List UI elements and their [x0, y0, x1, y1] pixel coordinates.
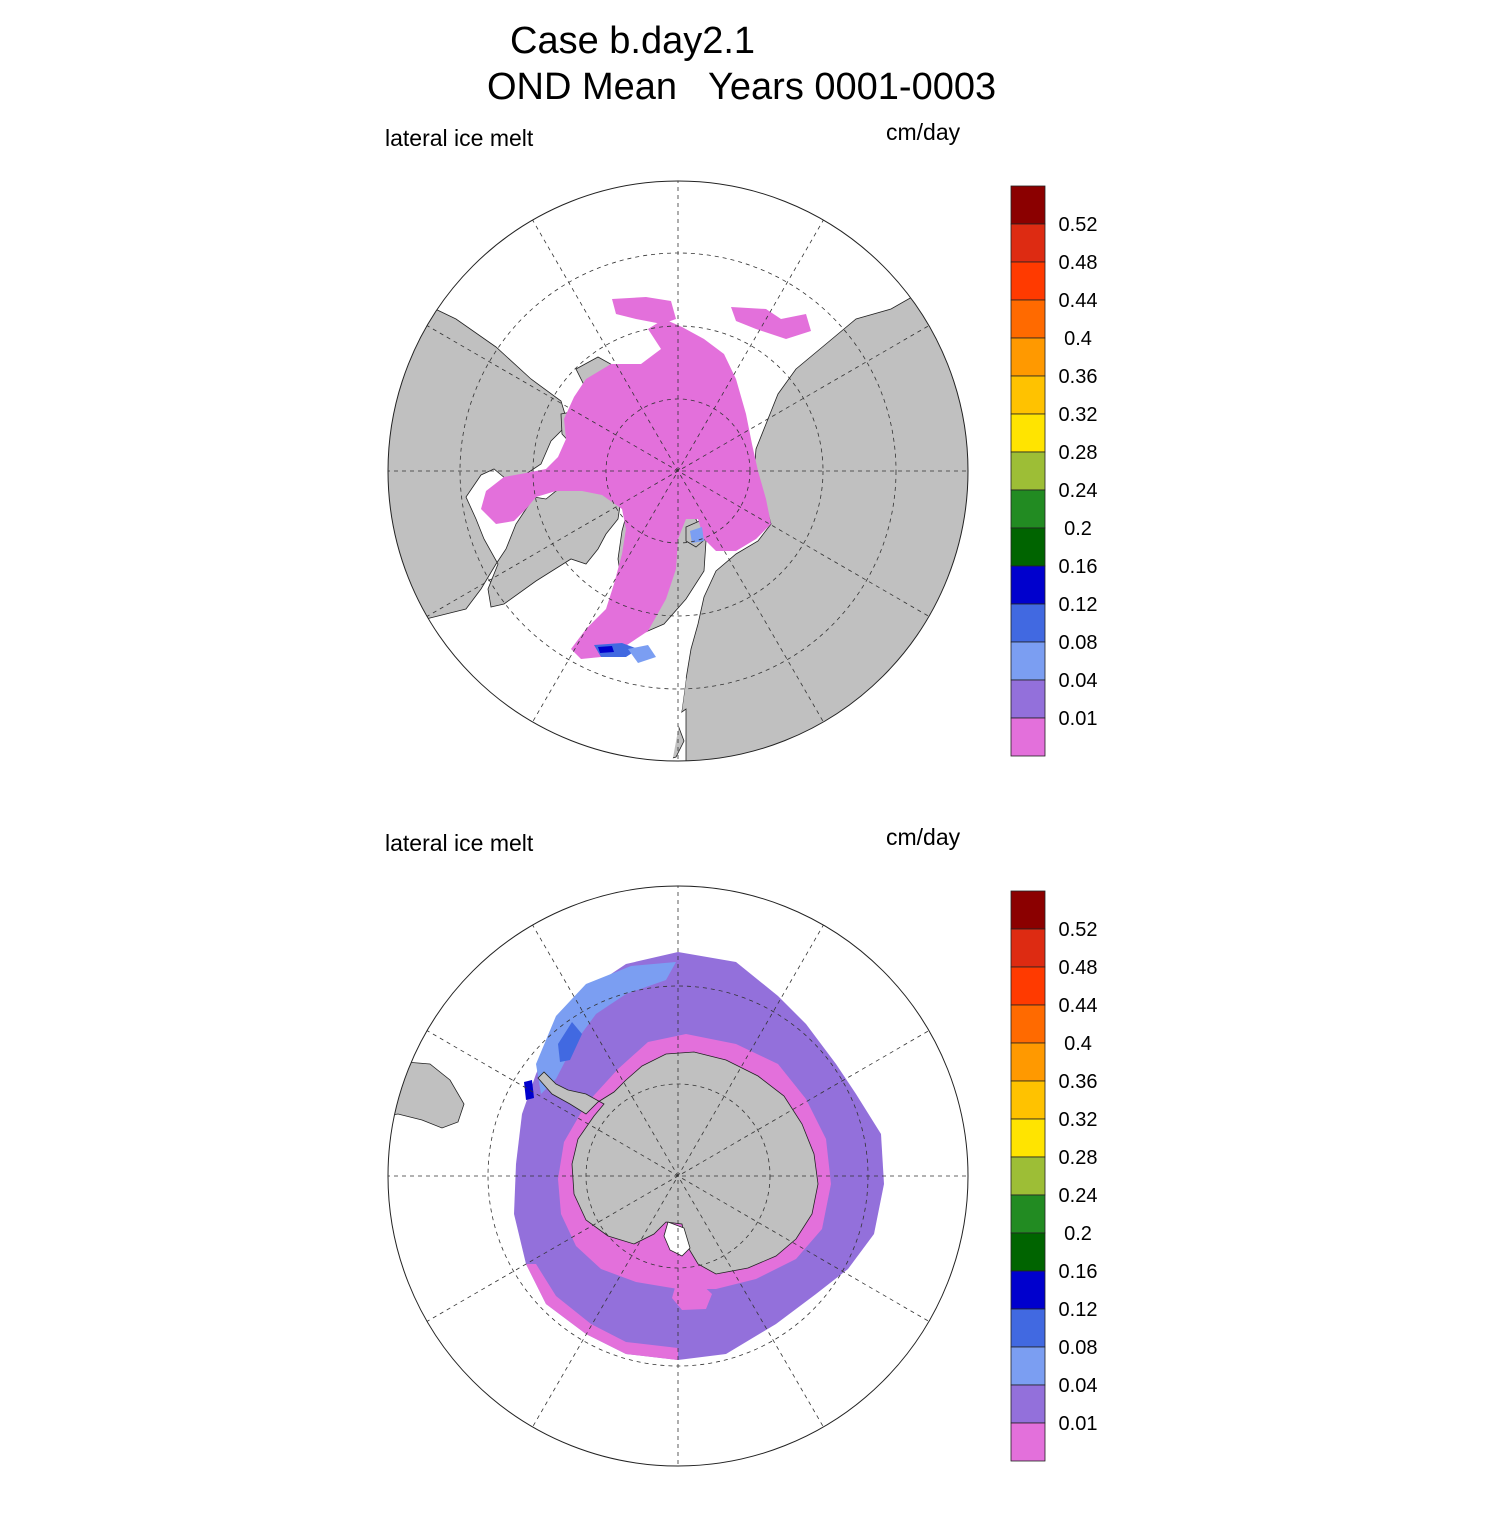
colorbar-swatch [1010, 679, 1046, 719]
colorbar-swatch [1010, 966, 1046, 1006]
colorbar-swatches [1010, 185, 1046, 757]
colorbar-swatch [1010, 641, 1046, 681]
colorbar-level-label: 0.36 [1059, 1071, 1098, 1093]
denmark-strait-melt [628, 645, 656, 663]
colorbar-labels: 0.52 0.48 0.44 0.4 0.36 0.32 0.28 0.24 0.2 0.16 0.… [1059, 919, 1098, 1435]
colorbar-swatch [1010, 1042, 1046, 1082]
colorbar-level-label: 0.4 [1064, 1033, 1092, 1055]
colorbar-level-label: 0.16 [1059, 556, 1098, 578]
colorbar-level-label: 0.12 [1059, 1299, 1098, 1321]
colorbar-swatch [1010, 717, 1046, 757]
colorbar-swatch [1010, 1118, 1046, 1158]
colorbar-swatch [1010, 1156, 1046, 1196]
colorbar: 0.52 0.48 0.44 0.4 0.36 0.32 0.28 0.24 0.2 0.16 0.… [1010, 890, 1098, 1462]
colorbar-swatch [1010, 928, 1046, 968]
colorbar-level-label: 0.44 [1059, 995, 1098, 1017]
colorbar-swatch [1010, 1080, 1046, 1120]
colorbar-swatch [1010, 451, 1046, 491]
colorbar-swatch [1010, 565, 1046, 605]
north-polar-map [387, 180, 969, 762]
okhotsk-sea-ice-melt [731, 307, 811, 339]
colorbar-swatch [1010, 603, 1046, 643]
plot-title-period: OND Mean Years 0001-0003 [487, 66, 997, 108]
labrador-melt-peak [598, 646, 614, 653]
southern-ocean-melt-fringe [526, 1264, 678, 1360]
graticule [388, 886, 968, 1466]
arctic-sea-ice-melt [481, 319, 771, 659]
units-label: cm/day [886, 824, 961, 850]
colorbar-swatch [1010, 1308, 1046, 1348]
bering-sea-ice-melt [612, 297, 676, 324]
colorbar-swatch [1010, 413, 1046, 453]
colorbar-level-label: 0.32 [1059, 1109, 1098, 1131]
variable-label: lateral ice melt [385, 830, 534, 856]
colorbar-swatch [1010, 1384, 1046, 1424]
colorbar-level-label: 0.24 [1059, 1185, 1098, 1207]
colorbar-level-label: 0.48 [1059, 252, 1098, 274]
colorbar-swatch [1010, 1194, 1046, 1234]
colorbar-swatch [1010, 185, 1046, 225]
colorbar-level-label: 0.32 [1059, 404, 1098, 426]
colorbar-level-label: 0.52 [1059, 214, 1098, 236]
colorbar-level-label: 0.04 [1059, 670, 1098, 692]
colorbar-swatch [1010, 261, 1046, 301]
colorbar-level-label: 0.2 [1064, 518, 1092, 540]
northern-hemisphere-panel: lateral ice melt cm/day [0, 110, 1500, 810]
colorbar-swatch [1010, 1004, 1046, 1044]
colorbar-swatch [1010, 299, 1046, 339]
south-polar-map [387, 885, 969, 1467]
colorbar-level-label: 0.52 [1059, 919, 1098, 941]
colorbar-swatch [1010, 337, 1046, 377]
colorbar-swatch [1010, 527, 1046, 567]
colorbar-swatch [1010, 489, 1046, 529]
map-frame [387, 885, 969, 1467]
plot-title-case: Case b.day2.1 [510, 20, 756, 62]
north-atlantic-ocean [506, 599, 686, 761]
colorbar-level-label: 0.48 [1059, 957, 1098, 979]
colorbar-swatch [1010, 1422, 1046, 1462]
colorbar-level-label: 0.01 [1059, 708, 1098, 730]
colorbar-level-label: 0.04 [1059, 1375, 1098, 1397]
antarctica-landmass [537, 1051, 819, 1275]
colorbar-level-label: 0.08 [1059, 1337, 1098, 1359]
colorbar-level-label: 0.08 [1059, 632, 1098, 654]
colorbar-swatches [1010, 890, 1046, 1462]
map-frame [387, 180, 969, 762]
colorbar-level-label: 0.16 [1059, 1261, 1098, 1283]
colorbar-level-label: 0.4 [1064, 328, 1092, 350]
colorbar-swatch [1010, 223, 1046, 263]
colorbar-labels: 0.52 0.48 0.44 0.4 0.36 0.32 0.28 0.24 0.2 0.16 0.… [1059, 214, 1098, 730]
colorbar-swatch [1010, 1232, 1046, 1272]
colorbar: 0.52 0.48 0.44 0.4 0.36 0.32 0.28 0.24 0.2 0.16 0.… [1010, 185, 1098, 757]
colorbar-level-label: 0.2 [1064, 1223, 1092, 1245]
variable-label: lateral ice melt [385, 125, 534, 151]
colorbar-swatch [1010, 375, 1046, 415]
colorbar-level-label: 0.28 [1059, 1147, 1098, 1169]
amundsen-melt-high [558, 1022, 582, 1062]
north-america-landmass [388, 306, 622, 630]
colorbar-swatch [1010, 890, 1046, 930]
colorbar-swatch [1010, 1346, 1046, 1386]
colorbar-level-label: 0.12 [1059, 594, 1098, 616]
southern-hemisphere-panel: lateral ice melt cm/day [0, 815, 1500, 1515]
colorbar-level-label: 0.28 [1059, 442, 1098, 464]
ross-sea-bay [663, 1221, 691, 1257]
colorbar-swatch [1010, 1270, 1046, 1310]
colorbar-level-label: 0.01 [1059, 1413, 1098, 1435]
colorbar-level-label: 0.44 [1059, 290, 1098, 312]
units-label: cm/day [886, 119, 961, 145]
colorbar-level-label: 0.36 [1059, 366, 1098, 388]
graticule [388, 181, 968, 761]
colorbar-level-label: 0.24 [1059, 480, 1098, 502]
peninsula-melt-peak [524, 1080, 534, 1100]
